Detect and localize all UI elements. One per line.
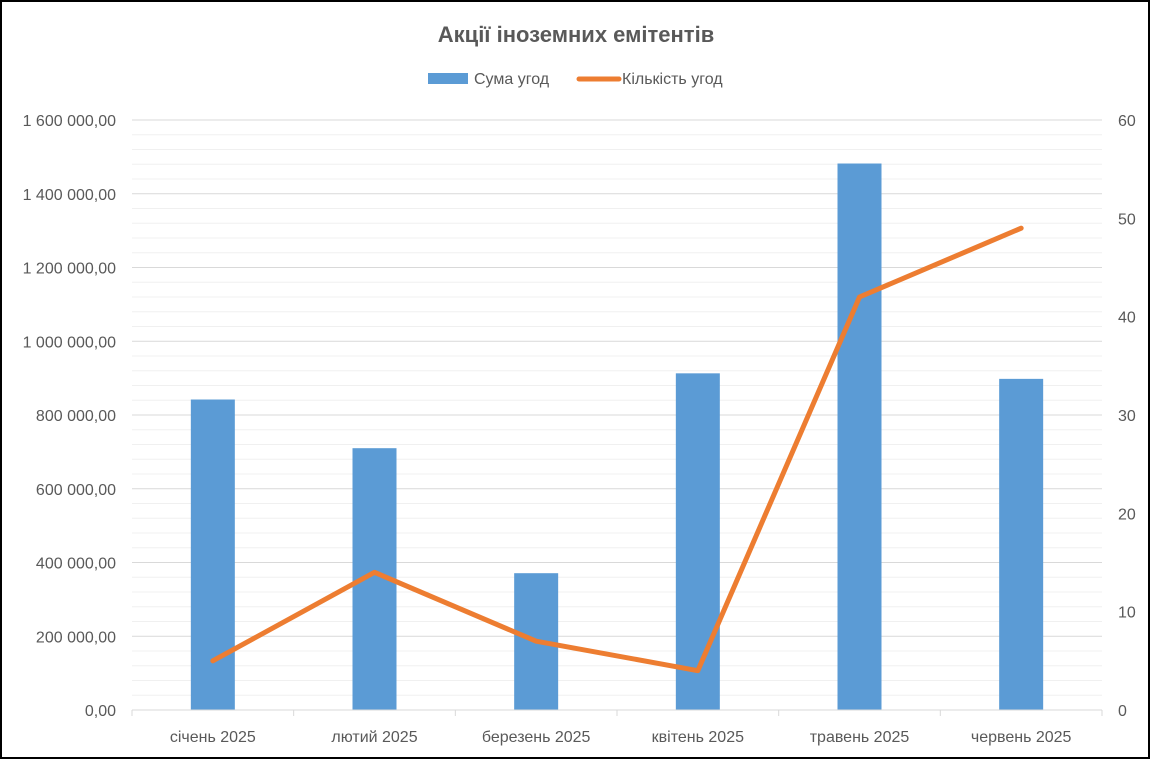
x-axis	[131, 709, 1103, 716]
y-right-tick-label: 30	[1118, 408, 1136, 425]
major-grid	[132, 119, 1102, 637]
chart-title: Акції іноземних емітентів	[438, 22, 714, 47]
bars	[190, 163, 1044, 710]
y-left-tick-label: 1 600 000,00	[23, 113, 117, 130]
minor-grid	[132, 134, 1102, 696]
legend-label-line: Кількість угод	[622, 71, 723, 88]
line-series	[210, 225, 1024, 674]
y-left-tick-label: 800 000,00	[36, 408, 116, 425]
y-left-tick-label: 1 400 000,00	[23, 187, 117, 204]
x-tick-label: травень 2025	[810, 729, 910, 746]
y-right-tick-label: 10	[1118, 605, 1136, 622]
y-right-tick-label: 50	[1118, 211, 1136, 228]
y-right-tick-label: 40	[1118, 310, 1136, 327]
y-right-tick-label: 60	[1118, 113, 1136, 130]
y-left-tick-label: 1 000 000,00	[23, 334, 117, 351]
legend: Сума угод Кількість угод	[428, 71, 723, 88]
y-right-axis: 0 10 20 30 40 50 60	[1118, 113, 1136, 720]
y-right-tick-label: 20	[1118, 506, 1136, 523]
y-left-tick-label: 600 000,00	[36, 482, 116, 499]
bar-4	[675, 373, 720, 710]
y-right-tick-label: 0	[1118, 703, 1127, 720]
x-tick-labels: січень 2025 лютий 2025 березень 2025 квітен…	[170, 729, 1072, 746]
x-tick-label: березень 2025	[482, 729, 591, 746]
x-tick-label: квітень 2025	[652, 729, 744, 746]
y-left-axis: 0,00 200 000,00 400 000,00 600 000,00 800 00…	[23, 113, 117, 720]
x-tick-label: січень 2025	[170, 729, 256, 746]
legend-swatch-bar	[428, 73, 468, 84]
x-tick-label: червень 2025	[971, 729, 1072, 746]
bar-5	[837, 163, 882, 710]
y-left-tick-label: 200 000,00	[36, 629, 116, 646]
bar-6	[999, 378, 1044, 710]
y-left-tick-label: 400 000,00	[36, 556, 116, 573]
legend-label-bar: Сума угод	[474, 71, 550, 88]
y-left-tick-label: 0,00	[85, 703, 116, 720]
y-left-tick-label: 1 200 000,00	[23, 261, 117, 278]
line-kilkist-uhod	[210, 225, 1024, 674]
bar-1	[190, 399, 235, 710]
x-tick-label: лютий 2025	[331, 729, 417, 746]
